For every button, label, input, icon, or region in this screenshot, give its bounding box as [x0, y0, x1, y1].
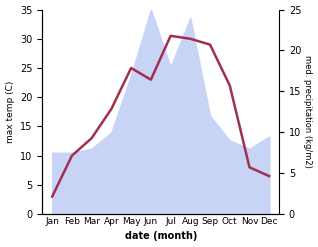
Y-axis label: med. precipitation (kg/m2): med. precipitation (kg/m2): [303, 55, 313, 168]
X-axis label: date (month): date (month): [125, 231, 197, 242]
Y-axis label: max temp (C): max temp (C): [5, 81, 15, 143]
